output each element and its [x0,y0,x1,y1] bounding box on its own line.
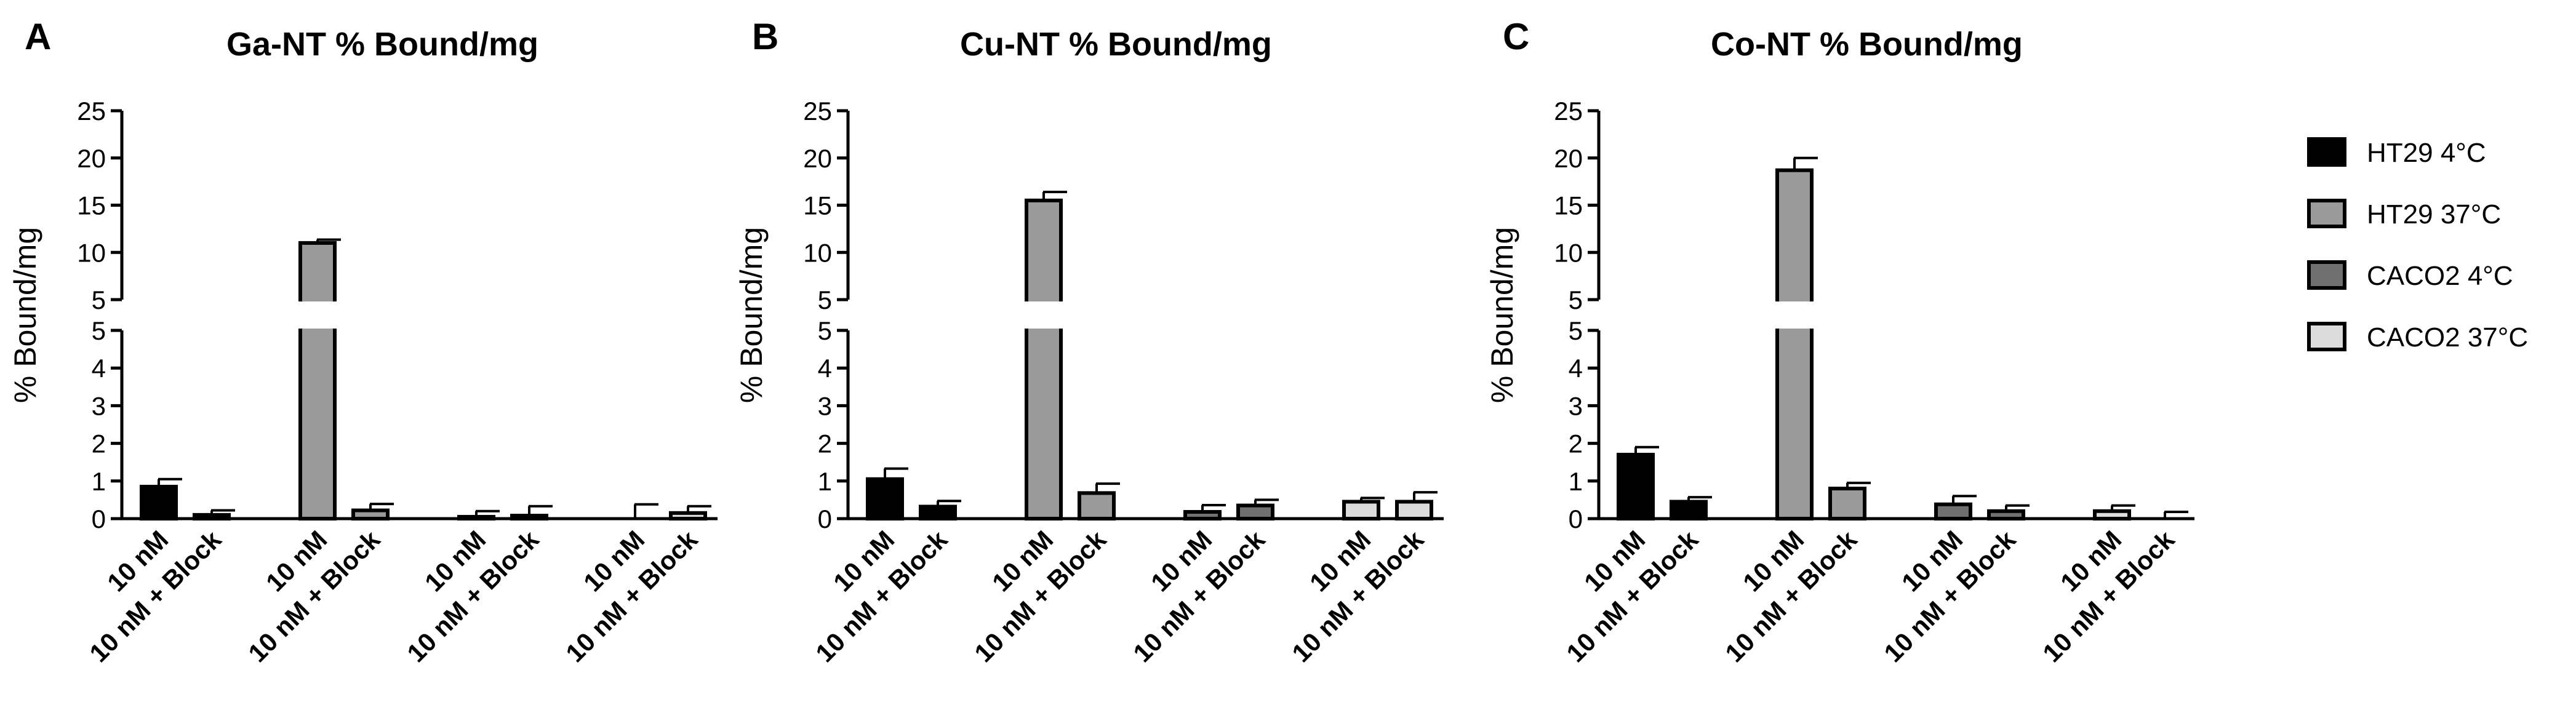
bar [1342,500,1380,521]
bar [193,513,231,521]
bar [140,484,178,521]
bar [1670,500,1708,521]
y-tick-label: 5 [818,285,832,314]
y-axis-label: % Bound/mg [8,227,42,403]
y-tick-label: 3 [92,391,106,420]
y-tick-label: 4 [1569,354,1583,383]
y-tick-label: 10 [1554,238,1583,267]
legend-swatch [2307,199,2346,228]
bar [1236,503,1274,521]
y-tick-label: 20 [803,144,832,173]
y-tick-label: 5 [92,316,106,345]
y-tick-label: 3 [1569,391,1583,420]
bar [1183,509,1222,521]
y-tick-label: 25 [803,97,832,126]
legend-label: HT29 37°C [2367,199,2501,229]
y-tick-label: 1 [92,467,106,496]
panel-letter: B [752,16,778,57]
bar [1078,491,1116,521]
y-tick-label: 0 [818,505,832,533]
bar [1987,509,2025,521]
y-tick-label: 10 [77,238,106,267]
bar [1617,452,1655,521]
y-tick-label: 25 [77,97,106,126]
bar [1025,198,1063,521]
y-tick-label: 5 [1569,316,1583,345]
y-tick-label: 20 [77,144,106,173]
chart-panel-b: B Cu-NT % Bound/mg % Bound/mg 0 1 2 3 4 55 10 15 20… [734,16,1444,668]
y-tick-label: 10 [803,238,832,267]
y-tick-label: 0 [92,505,106,533]
bar [457,514,495,521]
y-tick-label: 2 [92,429,106,458]
bar [351,508,390,521]
chart-panel-c: C Co-NT % Bound/mg % Bound/mg 0 1 2 3 4 55 10 15 20… [1485,16,2194,668]
bar [669,511,707,521]
y-axis-label: % Bound/mg [734,227,769,403]
legend-swatch [2307,260,2346,290]
chart-title: Ga-NT % Bound/mg [226,26,538,63]
y-tick-label: 15 [803,191,832,220]
legend-swatch [2307,322,2346,351]
y-tick-label: 1 [818,467,832,496]
y-tick-label: 15 [1554,191,1583,220]
bar [1775,168,1814,521]
legend-label: CACO2 4°C [2367,261,2513,291]
bar [298,241,337,521]
chart-title: Cu-NT % Bound/mg [960,26,1272,63]
bar [1828,487,1866,521]
bar-break-gap [298,301,337,329]
chart-title: Co-NT % Bound/mg [1711,26,2023,63]
y-tick-label: 4 [818,354,832,383]
y-tick-label: 15 [77,191,106,220]
panel-letter: A [25,16,51,57]
y-tick-label: 5 [1569,285,1583,314]
y-tick-label: 2 [1569,429,1583,458]
bar [510,514,548,521]
y-tick-label: 5 [92,285,106,314]
y-tick-label: 0 [1569,505,1583,533]
legend-label: CACO2 37°C [2367,322,2528,353]
legend-label: HT29 4°C [2367,138,2486,168]
bar [1934,502,1972,521]
chart-panel-a: A Ga-NT % Bound/mg % Bound/mg 0 1 2 3 4 55 10 15 20… [8,16,718,668]
bar [866,477,904,521]
y-axis-label: % Bound/mg [1485,227,1519,403]
legend: HT29 4°C HT29 37°C CACO2 4°C CACO2 37°C [2307,137,2528,353]
y-tick-label: 1 [1569,467,1583,496]
legend-swatch [2307,137,2346,167]
y-tick-label: 20 [1554,144,1583,173]
bar [2093,509,2131,521]
bar-break-gap [1775,301,1814,329]
panel-letter: C [1503,16,1529,57]
y-tick-label: 25 [1554,97,1583,126]
y-tick-label: 4 [92,354,106,383]
bar-break-gap [1024,301,1063,329]
bar [1395,500,1433,521]
y-tick-label: 3 [818,391,832,420]
y-tick-label: 2 [818,429,832,458]
y-tick-label: 5 [818,316,832,345]
bar [919,505,957,521]
